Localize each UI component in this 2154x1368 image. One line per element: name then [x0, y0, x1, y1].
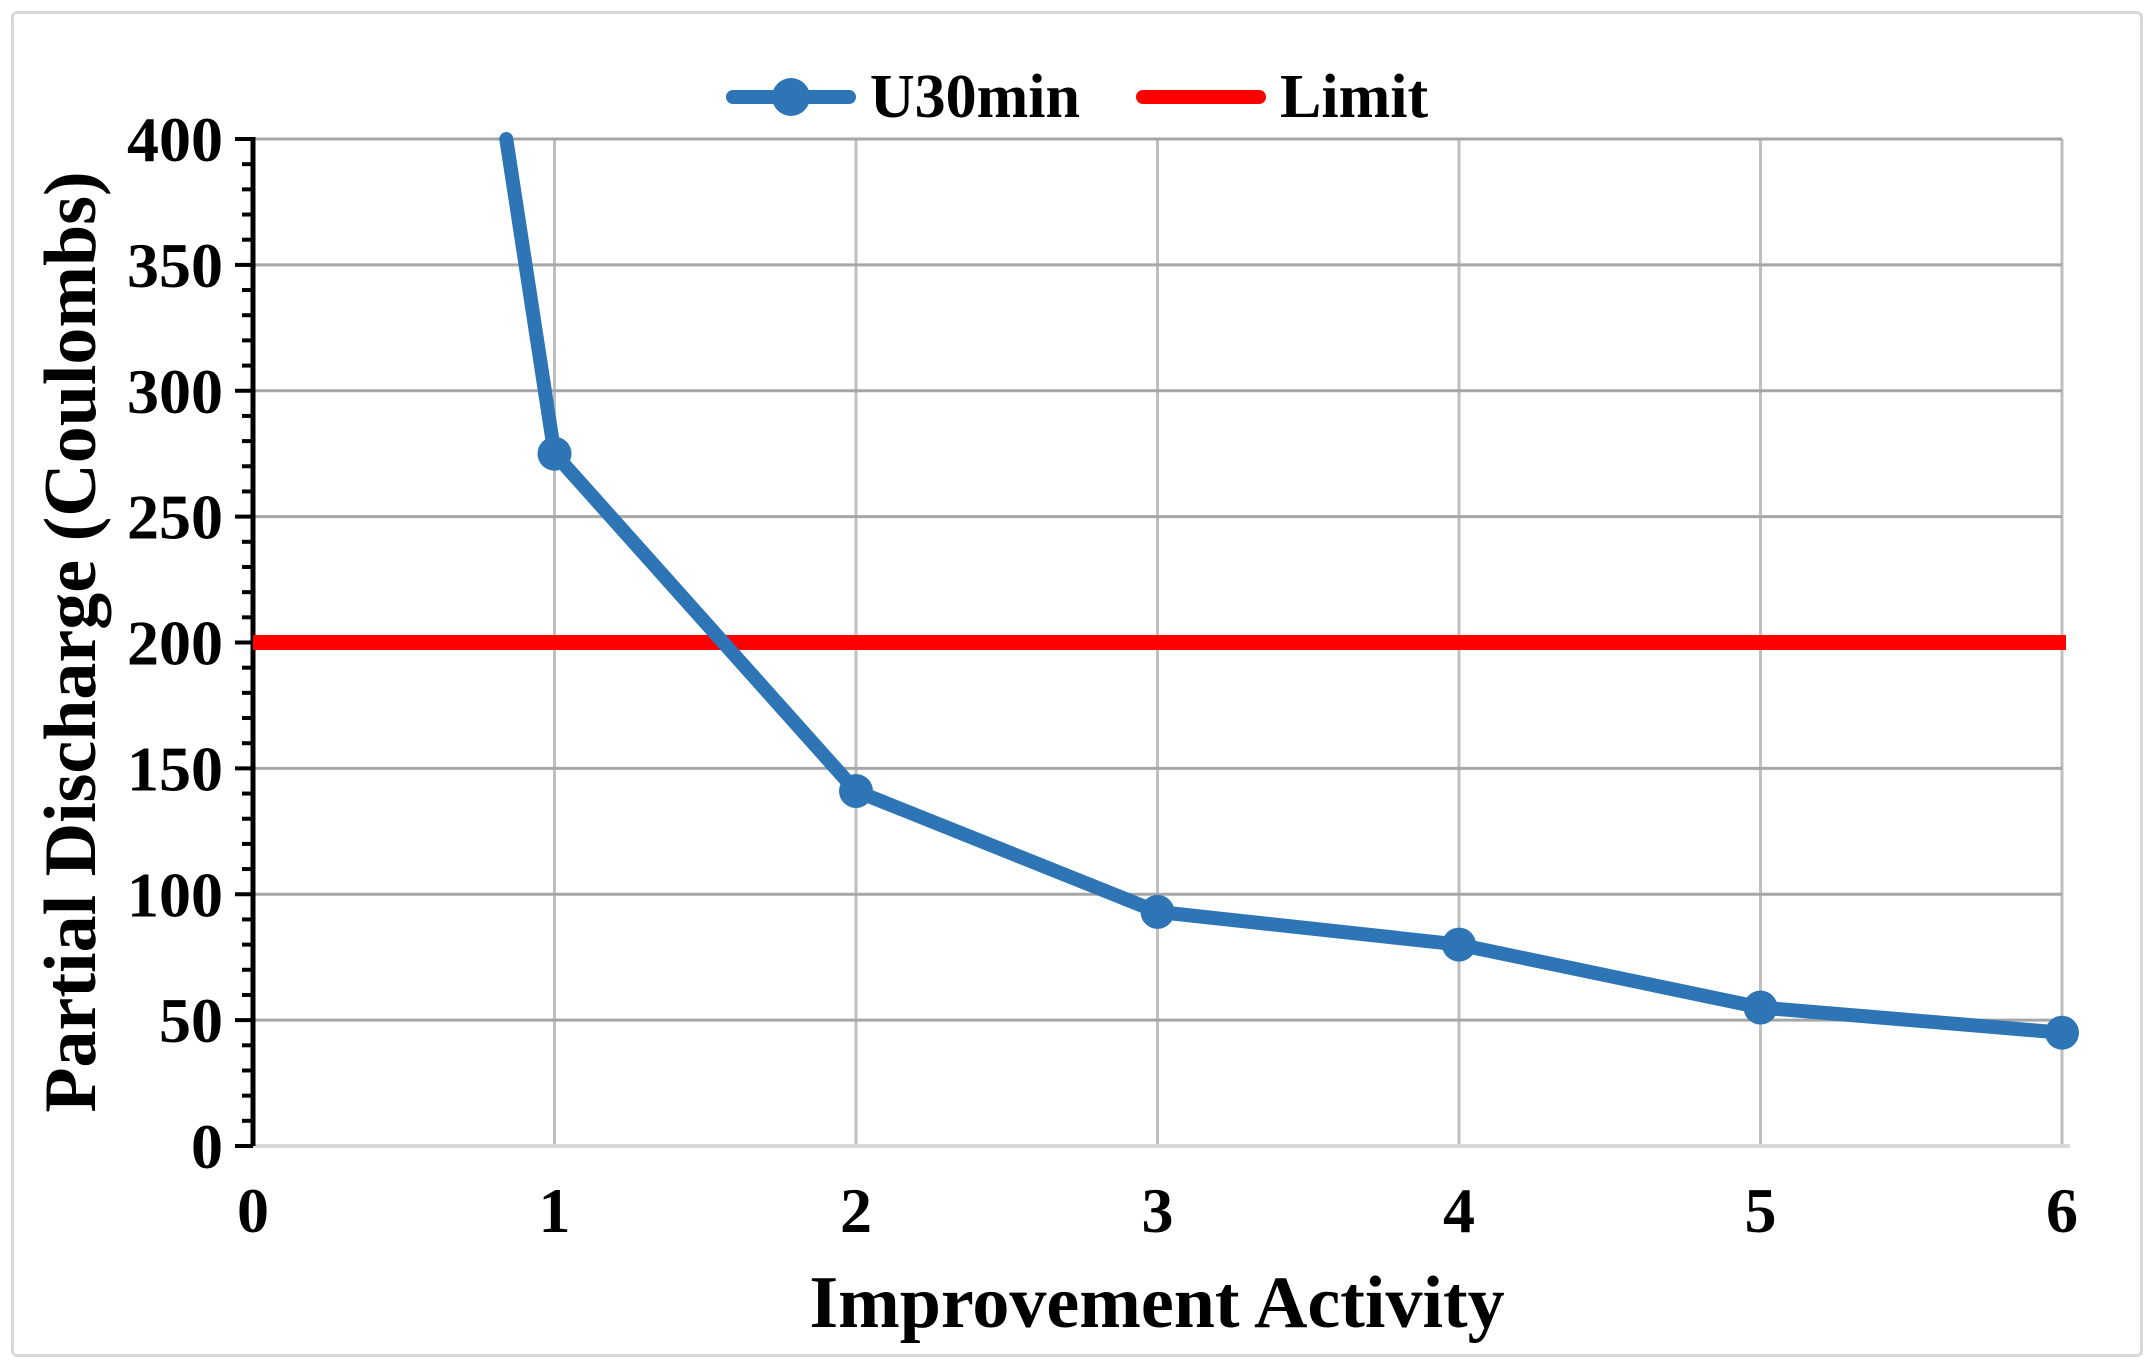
y-tick-label-50: 50 — [159, 985, 223, 1056]
y-tick-label-300: 300 — [127, 356, 223, 427]
u30min-line-with-dot-icon — [725, 77, 856, 117]
y-tick-label-100: 100 — [127, 859, 223, 930]
y-axis-title: Partial Discharge (Coulombs) — [30, 171, 112, 1112]
y-tick-label-150: 150 — [127, 733, 223, 804]
data-point-marker-x6 — [2045, 1015, 2079, 1050]
axes — [235, 137, 256, 1148]
data-point-marker-x1 — [537, 436, 572, 471]
u30min-series-line — [499, 132, 2069, 1040]
x-axis-title: Improvement Activity — [809, 1262, 1504, 1344]
legend-label-limit: Limit — [1280, 63, 1429, 131]
x-tick-label-1: 1 — [539, 1175, 571, 1246]
series — [253, 132, 2079, 1050]
x-tick-label-2: 2 — [840, 1175, 872, 1246]
tick-labels: 0 50 100 150 200 250 300 350 400 0 1 2 3 4 5 6 — [127, 104, 2078, 1246]
x-tick-label-0: 0 — [237, 1175, 269, 1246]
legend-item-limit: Limit — [1136, 66, 1428, 128]
data-point-marker-x5 — [1743, 990, 1778, 1025]
chart-outer-border — [11, 11, 2143, 1357]
x-tick-label-3: 3 — [1142, 1175, 1174, 1246]
y-tick-label-400: 400 — [127, 104, 223, 175]
legend-line-sample — [1136, 90, 1267, 104]
x-tick-label-6: 6 — [2046, 1175, 2078, 1246]
x-tick-label-4: 4 — [1443, 1175, 1475, 1246]
data-point-marker-x3 — [1140, 894, 1175, 929]
legend: U30min Limit — [0, 66, 2154, 128]
y-tick-label-350: 350 — [127, 230, 223, 301]
limit-line-icon — [1136, 77, 1267, 117]
legend-label-u30min: U30min — [869, 63, 1081, 131]
data-point-marker-x4 — [1442, 927, 1476, 962]
y-tick-label-250: 250 — [127, 482, 223, 553]
y-tick-label-0: 0 — [191, 1111, 223, 1182]
legend-item-u30min: U30min — [725, 63, 1081, 131]
data-point-marker-x2 — [839, 774, 873, 809]
x-tick-label-5: 5 — [1745, 1175, 1777, 1246]
legend-dot-sample — [771, 78, 810, 116]
y-tick-label-200: 200 — [127, 608, 223, 679]
